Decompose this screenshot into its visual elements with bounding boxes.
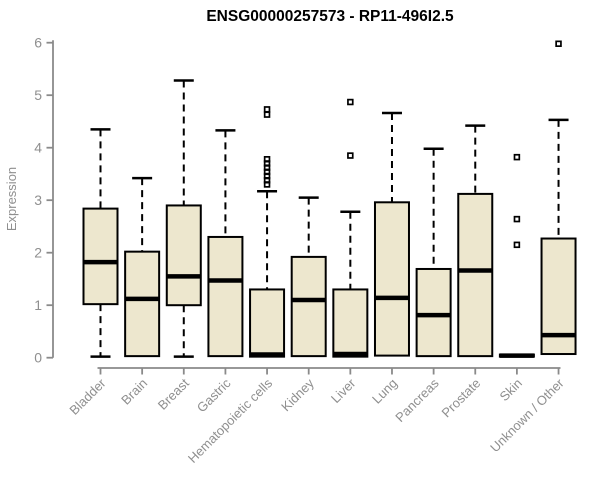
outlier-point-skin [513, 241, 521, 249]
x-category-label-kidney: Kidney [278, 375, 317, 414]
x-category-label-liver: Liver [328, 375, 359, 406]
outlier-point-liver [347, 152, 354, 159]
outlier-point-hematopoietic-cells [263, 156, 271, 163]
box-pancreas [415, 267, 452, 358]
y-tick-label: 4 [34, 140, 42, 156]
box-hematopoietic-cells [249, 288, 286, 358]
outlier-point-unknown-other [555, 40, 562, 47]
box-brain [124, 250, 161, 358]
outlier-point-hematopoietic-cells [263, 106, 271, 113]
x-category-label-skin: Skin [497, 376, 525, 404]
x-category-label-unknown-other: Unknown / Other [487, 375, 567, 455]
y-tick-label: 3 [34, 192, 42, 208]
y-axis-label: Expression [4, 167, 19, 231]
y-tick-label: 5 [34, 87, 42, 103]
y-tick-label: 1 [34, 297, 42, 313]
box-bladder [82, 207, 119, 306]
outlier-point-skin [513, 215, 521, 223]
y-tick-label: 2 [34, 245, 42, 261]
box-lung [373, 201, 410, 357]
x-category-label-lung: Lung [369, 376, 400, 407]
x-category-label-breast: Breast [155, 375, 192, 412]
box-breast [165, 204, 202, 307]
outlier-point-hematopoietic-cells [263, 111, 271, 118]
x-category-label-pancreas: Pancreas [392, 375, 442, 425]
y-tick-label: 6 [34, 35, 42, 51]
x-category-label-gastric: Gastric [194, 375, 234, 415]
x-category-label-bladder: Bladder [66, 375, 109, 418]
x-category-label-brain: Brain [118, 376, 150, 408]
outlier-point-skin [513, 153, 521, 161]
y-tick-label: 0 [34, 350, 42, 366]
chart-title: ENSG00000257573 - RP11-496I2.5 [206, 8, 454, 25]
box-kidney [290, 255, 327, 358]
x-category-label-prostate: Prostate [439, 376, 484, 421]
box-prostate [457, 192, 494, 358]
box-liver [332, 288, 369, 358]
box-gastric [207, 235, 244, 358]
outlier-point-liver [347, 98, 354, 106]
